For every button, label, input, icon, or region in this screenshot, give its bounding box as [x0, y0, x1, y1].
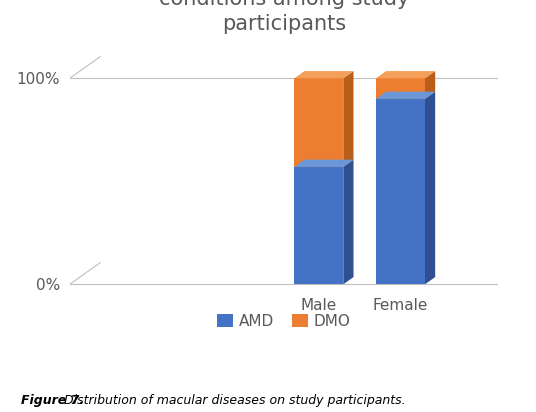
Bar [376, 99, 425, 284]
Text: Distribution of macular diseases on study participants.: Distribution of macular diseases on stud… [60, 394, 406, 407]
Polygon shape [294, 71, 354, 78]
Polygon shape [425, 71, 435, 99]
Legend: AMD, DMO: AMD, DMO [211, 308, 357, 335]
Text: Figure 7.: Figure 7. [21, 394, 85, 407]
Polygon shape [376, 92, 435, 99]
Bar [294, 167, 343, 284]
Bar [294, 78, 343, 167]
Polygon shape [425, 92, 435, 284]
Title: Distribution of macular
conditions among study
participants: Distribution of macular conditions among… [159, 0, 410, 34]
Polygon shape [294, 160, 354, 167]
Polygon shape [376, 71, 435, 78]
Bar [376, 78, 425, 99]
Polygon shape [343, 160, 354, 284]
Polygon shape [343, 71, 354, 167]
